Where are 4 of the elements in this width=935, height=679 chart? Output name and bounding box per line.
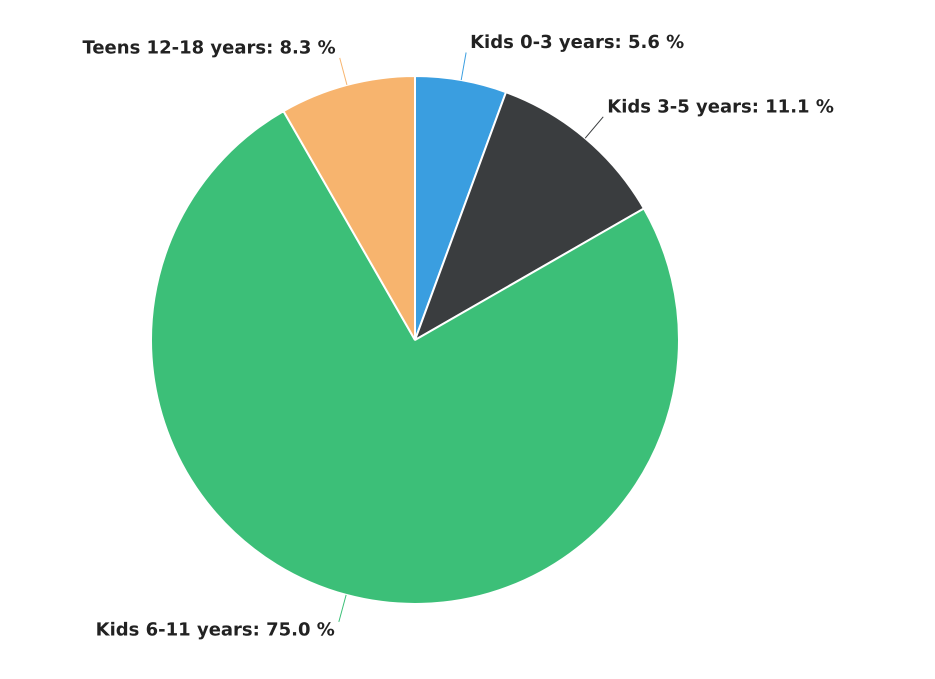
slice-label: Teens 12-18 years: 8.3 % <box>82 38 336 59</box>
slice-label: Kids 6-11 years: 75.0 % <box>96 620 335 641</box>
slice-label: Kids 3-5 years: 11.1 % <box>607 96 834 118</box>
slice-label: Kids 0-3 years: 5.6 % <box>470 32 684 54</box>
